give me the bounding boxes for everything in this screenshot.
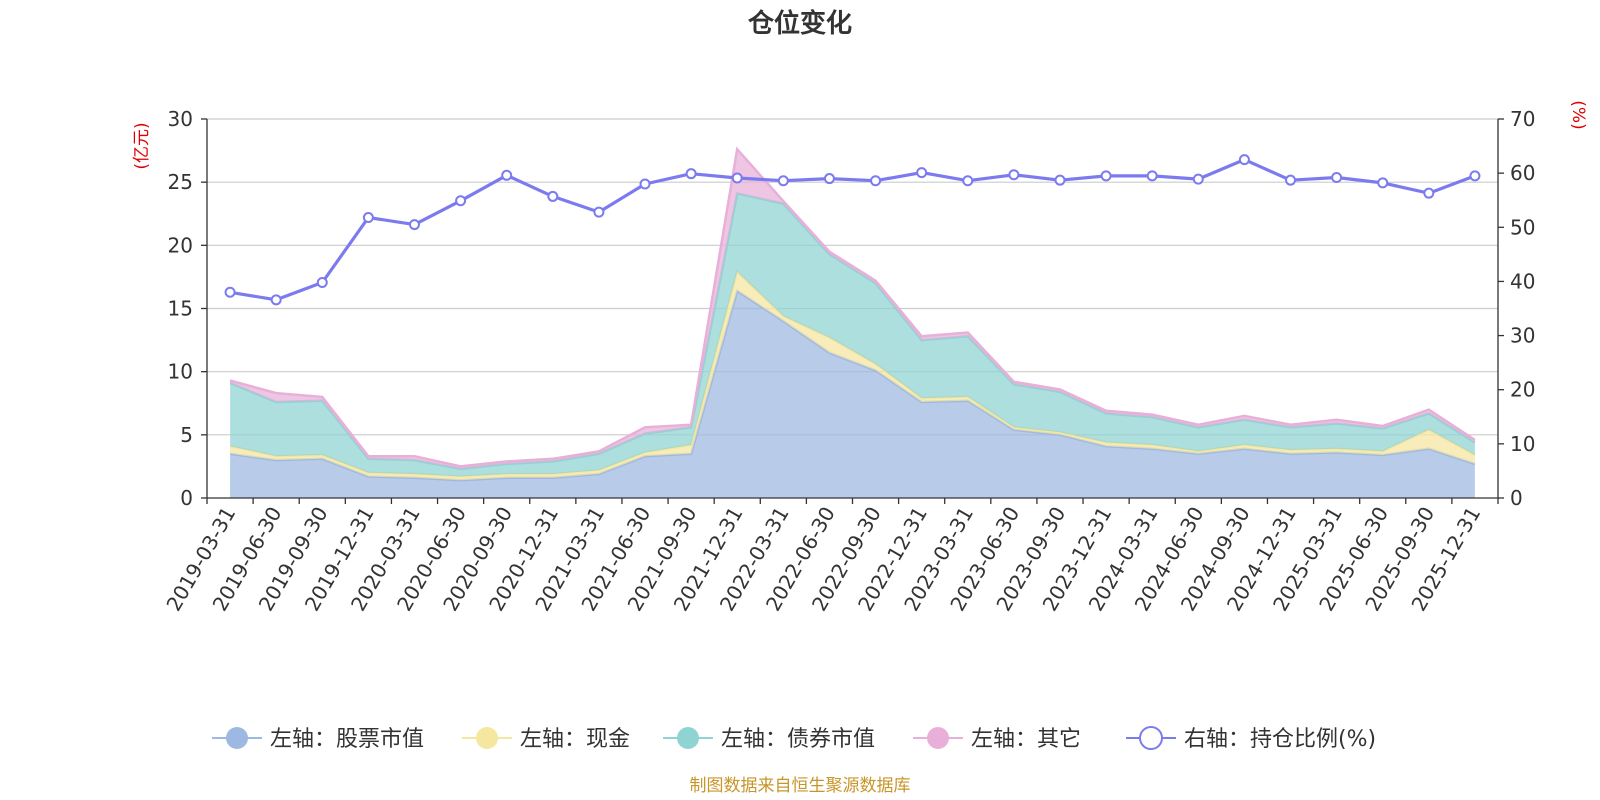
ratio-point	[685, 168, 697, 180]
ratio-point	[1377, 177, 1389, 189]
ratio-line-series	[224, 154, 1481, 306]
ratio-point	[1192, 173, 1204, 185]
right-axis-tick-label: 10	[1510, 432, 1535, 456]
ratio-point	[823, 173, 835, 185]
data-source-note: 制图数据来自恒生聚源数据库	[690, 776, 911, 796]
area-其它-edge	[229, 146, 1476, 468]
left-axis-tick-label: 5	[180, 423, 193, 447]
legend-label: 左轴：债券市值	[721, 727, 875, 752]
legend-marker	[677, 727, 699, 749]
left-axis-unit: (亿元)	[132, 122, 152, 169]
right-axis-tick-label: 0	[1510, 486, 1523, 510]
legend-marker	[226, 727, 248, 749]
right-axis-tick-label: 30	[1510, 324, 1535, 348]
left-axis-tick-label: 10	[168, 360, 193, 384]
ratio-point	[1054, 174, 1066, 186]
ratio-point	[962, 175, 974, 187]
ratio-point	[224, 286, 236, 298]
ratio-point	[316, 277, 328, 289]
legend-label: 左轴：现金	[520, 727, 630, 752]
ratio-point	[1285, 174, 1297, 186]
left-axis-tick-label: 0	[180, 486, 193, 510]
ratio-point	[547, 190, 559, 202]
legend-label: 右轴：持仓比例(%)	[1184, 727, 1376, 752]
stacked-areas	[229, 146, 1476, 498]
ratio-point	[1469, 170, 1481, 182]
legend: 左轴：股票市值 左轴：现金 左轴：债券市值 左轴：其它 右轴：持仓比例(%)	[212, 726, 1376, 752]
ratio-point	[916, 167, 928, 179]
left-axis-tick-label: 20	[168, 233, 193, 257]
ratio-point	[731, 172, 743, 184]
legend-item[interactable]: 左轴：股票市值	[212, 727, 424, 752]
ratio-point	[1238, 154, 1250, 166]
right-axis-tick-label: 20	[1510, 378, 1535, 402]
ratio-point	[1331, 171, 1343, 183]
ratio-point	[270, 294, 282, 306]
legend-item[interactable]: 左轴：其它	[913, 727, 1081, 752]
ratio-line	[229, 158, 1476, 302]
left-axis-tick-label: 25	[168, 170, 193, 194]
ratio-point	[455, 195, 467, 207]
right-axis-tick-label: 70	[1510, 107, 1535, 131]
legend-item[interactable]: 左轴：现金	[462, 727, 630, 752]
left-axis-tick-label: 30	[168, 107, 193, 131]
ratio-point	[639, 178, 651, 190]
ratio-point	[777, 175, 789, 187]
ratio-point	[593, 206, 605, 218]
ratio-point	[1423, 187, 1435, 199]
legend-label: 左轴：股票市值	[270, 727, 424, 752]
left-axis-tick-label: 15	[168, 297, 193, 321]
legend-item[interactable]: 右轴：持仓比例(%)	[1126, 726, 1376, 752]
legend-label: 左轴：其它	[971, 727, 1081, 752]
right-axis-tick-label: 60	[1510, 161, 1535, 185]
ratio-point	[1008, 169, 1020, 181]
legend-marker	[1139, 726, 1163, 750]
right-axis-unit: (%)	[1568, 100, 1588, 129]
area-股票市值	[230, 290, 1475, 498]
ratio-point	[501, 169, 513, 181]
ratio-point	[1146, 170, 1158, 182]
legend-item[interactable]: 左轴：债券市值	[663, 727, 875, 752]
area-债券市值	[230, 193, 1475, 477]
ratio-point	[362, 212, 374, 224]
legend-marker	[927, 727, 949, 749]
right-axis-tick-label: 40	[1510, 269, 1535, 293]
area-债券市值-edge	[229, 192, 1476, 471]
ratio-point	[1100, 170, 1112, 182]
ratio-point	[408, 219, 420, 231]
chart-title: 仓位变化	[747, 8, 852, 39]
right-axis-tick-label: 50	[1510, 215, 1535, 239]
ratio-point	[870, 175, 882, 187]
legend-marker	[476, 727, 498, 749]
